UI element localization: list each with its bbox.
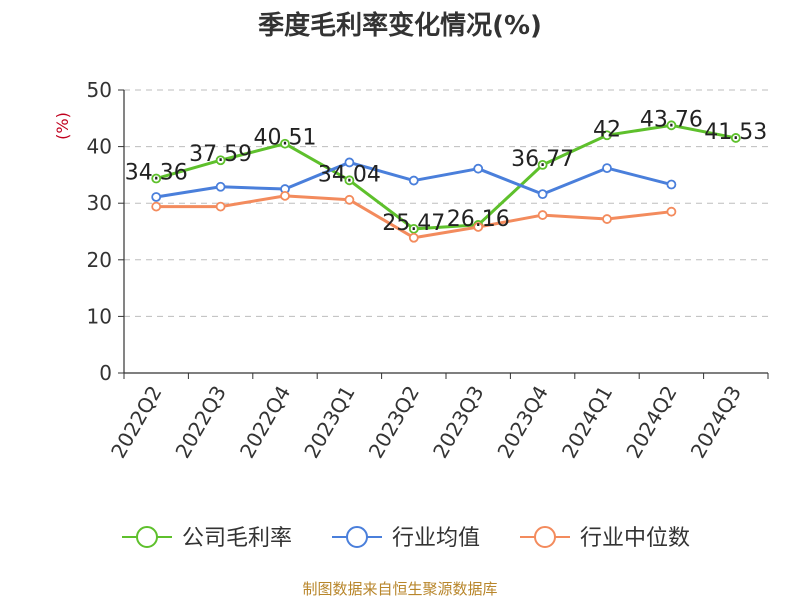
legend-swatch-marker xyxy=(346,526,368,548)
data-point xyxy=(151,201,162,212)
y-axis-label: (%) xyxy=(53,112,72,140)
data-label: 41.53 xyxy=(704,120,767,145)
data-point xyxy=(730,133,741,143)
legend: 公司毛利率 行业均值 行业中位数 xyxy=(122,526,690,551)
x-tick-label: 2022Q2 xyxy=(106,382,166,463)
data-label: 36.77 xyxy=(511,147,574,172)
data-label: 37.59 xyxy=(189,142,252,167)
x-tick-labels: 2022Q2 2022Q3 2022Q4 2023Q1 2023Q2 2023Q3 2023… xyxy=(106,382,746,463)
source-note: 制图数据来自恒生聚源数据库 xyxy=(302,580,497,598)
data-point xyxy=(151,192,162,202)
data-point xyxy=(602,214,612,224)
y-tick-label: 20 xyxy=(87,248,112,272)
data-point xyxy=(344,157,355,168)
data-label: 42 xyxy=(593,117,621,142)
y-tick-label: 50 xyxy=(87,78,112,102)
data-point xyxy=(666,179,677,190)
y-tick-label: 30 xyxy=(87,191,112,215)
data-point xyxy=(280,190,290,201)
data-point xyxy=(151,173,162,184)
x-tick-label: 2023Q1 xyxy=(299,382,359,463)
data-point xyxy=(408,232,419,243)
data-point xyxy=(602,130,612,141)
series-lines xyxy=(151,120,741,243)
data-point xyxy=(408,175,419,186)
y-tick-label: 0 xyxy=(99,361,112,385)
data-point xyxy=(344,175,355,186)
y-tick-labels: 0 10 20 30 40 50 xyxy=(87,78,112,385)
x-tick-label: 2024Q1 xyxy=(557,382,617,463)
data-point xyxy=(215,155,226,166)
data-label: 40.51 xyxy=(254,126,317,151)
series-line-1 xyxy=(154,123,738,231)
data-point xyxy=(344,194,355,205)
data-point xyxy=(537,159,548,170)
legend-swatch-marker xyxy=(534,526,556,548)
data-label: 25.47 xyxy=(382,211,445,236)
y-tick-label: 10 xyxy=(87,304,112,328)
legend-item-label: 行业均值 xyxy=(392,526,480,551)
y-tick-label: 40 xyxy=(87,135,112,159)
x-tick-label: 2023Q3 xyxy=(428,382,488,463)
x-tick-label: 2022Q4 xyxy=(235,382,295,463)
x-tick-label: 2022Q3 xyxy=(170,382,230,463)
data-label: 34.36 xyxy=(125,161,188,186)
axes xyxy=(118,89,769,379)
data-point xyxy=(473,222,484,232)
data-point xyxy=(215,201,226,212)
data-point xyxy=(602,163,612,174)
data-point xyxy=(215,181,226,192)
x-tick-label: 2024Q2 xyxy=(621,382,681,463)
data-label: 34.04 xyxy=(318,162,381,187)
x-tick-label: 2023Q2 xyxy=(364,382,424,463)
legend-swatch-marker xyxy=(136,526,158,548)
data-point xyxy=(280,138,290,149)
x-tick-label: 2024Q3 xyxy=(686,382,746,463)
legend-item-label: 行业中位数 xyxy=(580,526,690,551)
gridlines xyxy=(124,89,768,317)
legend-item-label: 公司毛利率 xyxy=(182,526,292,551)
data-point xyxy=(473,163,484,174)
data-label: 26.16 xyxy=(447,207,510,232)
chart-title: 季度毛利率变化情况(%) xyxy=(258,10,542,41)
data-point xyxy=(666,206,677,217)
x-tick-label: 2023Q4 xyxy=(492,382,552,463)
data-label: 43.76 xyxy=(640,107,703,132)
data-point xyxy=(666,120,677,131)
data-point xyxy=(537,189,548,200)
data-point xyxy=(537,210,548,220)
